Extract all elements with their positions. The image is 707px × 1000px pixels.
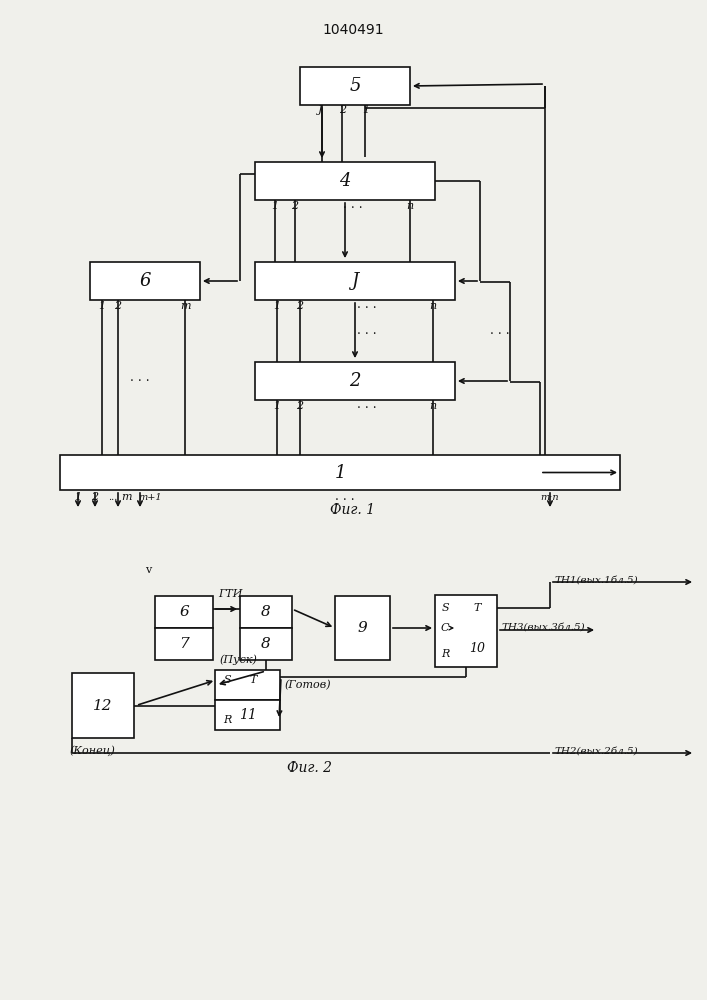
Text: R: R: [223, 715, 231, 725]
Text: n: n: [407, 201, 414, 211]
Text: S: S: [441, 603, 449, 613]
Text: . . .: . . .: [335, 490, 355, 504]
Bar: [240, 596, 292, 628]
Text: T: T: [250, 675, 257, 685]
Text: 5: 5: [349, 77, 361, 95]
Text: 2: 2: [291, 201, 298, 211]
Text: C: C: [440, 623, 449, 633]
Text: Фиг. 2: Фиг. 2: [288, 761, 332, 775]
Text: m: m: [180, 301, 190, 311]
Text: ...: ...: [108, 492, 117, 502]
Text: 7: 7: [179, 637, 189, 651]
Text: S: S: [223, 675, 230, 685]
Text: 10: 10: [469, 643, 485, 656]
Text: (Конец): (Конец): [70, 746, 116, 756]
Text: ТН2(вых.2бл.5): ТН2(вых.2бл.5): [555, 746, 638, 756]
Text: 9: 9: [358, 621, 368, 635]
Text: 2: 2: [91, 492, 98, 502]
Text: (Готов): (Готов): [285, 680, 332, 690]
Text: (Пуск): (Пуск): [220, 655, 258, 665]
Bar: [255, 362, 455, 400]
Bar: [255, 262, 455, 300]
Text: . . .: . . .: [357, 324, 376, 338]
Bar: [335, 596, 390, 660]
Text: 1: 1: [274, 401, 281, 411]
Text: 2: 2: [349, 372, 361, 390]
Bar: [215, 670, 280, 700]
Text: T: T: [473, 603, 481, 613]
Bar: [300, 67, 410, 105]
Text: 6: 6: [139, 272, 151, 290]
Text: . . .: . . .: [343, 198, 362, 211]
Text: . . .: . . .: [357, 397, 376, 410]
Text: ТН1(вых.1бл.5): ТН1(вых.1бл.5): [555, 576, 638, 584]
Text: J: J: [317, 105, 322, 115]
Text: m·n: m·n: [541, 492, 559, 502]
Bar: [155, 596, 213, 628]
Text: 6: 6: [179, 605, 189, 619]
Text: 1: 1: [363, 105, 370, 115]
Bar: [90, 262, 200, 300]
Text: 1: 1: [74, 492, 81, 502]
Bar: [60, 455, 620, 490]
Text: 2: 2: [296, 401, 303, 411]
Bar: [255, 162, 435, 200]
Text: v: v: [145, 565, 151, 575]
Text: 1040491: 1040491: [322, 23, 384, 37]
Text: ГТИ: ГТИ: [218, 589, 243, 599]
Text: 1: 1: [98, 301, 105, 311]
Text: R: R: [440, 649, 449, 659]
Text: 8: 8: [261, 605, 271, 619]
Bar: [72, 673, 134, 738]
Text: ТН3(вых.3бл.5): ТН3(вых.3бл.5): [502, 622, 585, 632]
Bar: [215, 700, 280, 730]
Text: m: m: [121, 492, 132, 502]
Text: 8: 8: [261, 637, 271, 651]
Text: n: n: [429, 401, 436, 411]
Text: 11: 11: [239, 708, 257, 722]
Text: 2: 2: [115, 301, 122, 311]
Text: 1: 1: [271, 201, 279, 211]
Text: m+1: m+1: [138, 492, 162, 502]
Bar: [155, 628, 213, 660]
Bar: [240, 628, 292, 660]
Bar: [435, 595, 497, 667]
Text: Фиг. 1: Фиг. 1: [330, 503, 375, 517]
Text: . . .: . . .: [357, 298, 376, 310]
Text: . . .: . . .: [490, 324, 510, 338]
Text: 2: 2: [296, 301, 303, 311]
Text: 2: 2: [339, 105, 346, 115]
Text: 1: 1: [334, 464, 346, 482]
Text: . . .: . . .: [130, 371, 150, 384]
Text: J: J: [351, 272, 358, 290]
Text: 4: 4: [339, 172, 351, 190]
Text: n: n: [429, 301, 436, 311]
Text: 1: 1: [274, 301, 281, 311]
Text: 12: 12: [93, 698, 112, 712]
